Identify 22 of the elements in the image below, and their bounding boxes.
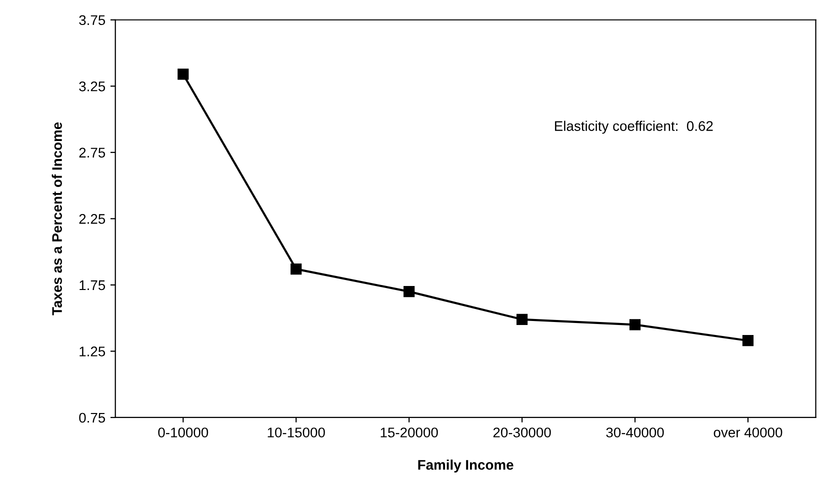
x-tick-label: 0-10000 <box>158 428 208 438</box>
y-tick-label: 3.25 <box>79 81 106 92</box>
y-tick-label: 3.75 <box>79 15 106 26</box>
x-axis-title: Family Income <box>418 460 514 473</box>
y-tick-label: 1.25 <box>80 346 106 356</box>
point <box>290 263 302 275</box>
point <box>516 314 528 325</box>
y-tick-label: 1.75 <box>80 280 106 290</box>
x-tick-label: 20-30000 <box>493 428 551 438</box>
x-tick-label: 10-15000 <box>268 428 325 438</box>
point <box>742 335 754 346</box>
y-tick-label: 0.75 <box>79 412 106 423</box>
point <box>629 319 641 330</box>
annotation: Elasticity coefficient: 0.62 <box>555 120 713 134</box>
y-tick-label: 2.25 <box>79 214 106 224</box>
point <box>404 286 415 298</box>
y-tick-label: 2.75 <box>79 148 106 158</box>
x-tick-label: over 40000 <box>714 428 782 438</box>
x-tick-label: 15-20000 <box>380 428 438 438</box>
point <box>178 68 189 80</box>
y-axis-title: Taxes as a Percent of Income <box>52 122 62 316</box>
x-tick-label: 30-40000 <box>606 428 664 438</box>
